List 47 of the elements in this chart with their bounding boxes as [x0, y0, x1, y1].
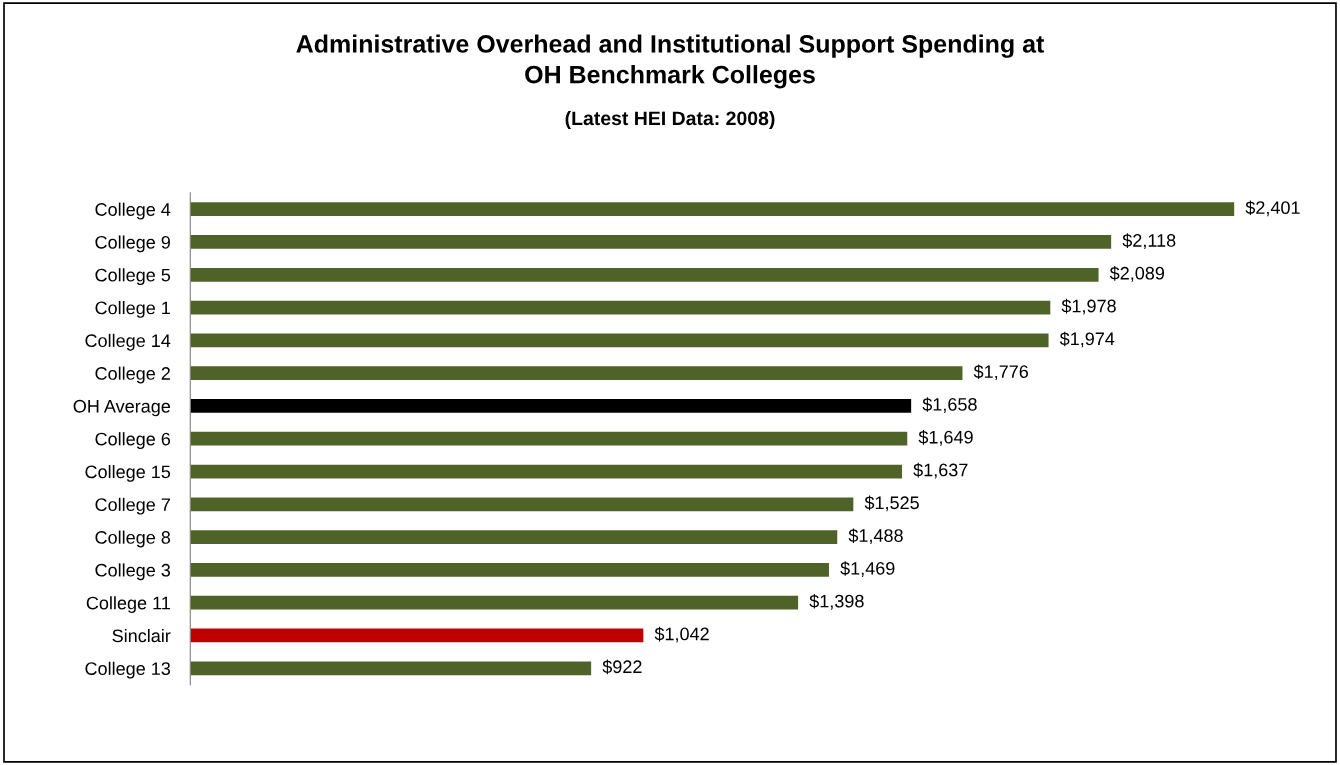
- data-label: $1,042: [654, 626, 709, 643]
- bar: [190, 333, 1049, 348]
- chart-subtitle: (Latest HEI Data: 2008): [565, 110, 775, 130]
- bar: [190, 202, 1235, 217]
- bar: [190, 235, 1112, 249]
- data-label: $1,525: [864, 495, 919, 512]
- data-label: $1,637: [913, 462, 968, 479]
- y-tick-label: Sinclair: [112, 628, 171, 643]
- chart-title: Administrative Overhead and Institutional Support Spending at OH Benchmark Colleges: [296, 34, 1045, 89]
- y-tick-label: College 6: [95, 432, 171, 450]
- data-label: $1,776: [973, 364, 1028, 381]
- y-tick-label: College 5: [95, 268, 171, 286]
- bar: [190, 267, 1099, 282]
- data-label: $1,974: [1059, 331, 1115, 348]
- y-tick-label: College 1: [95, 301, 170, 318]
- data-label: $1,398: [809, 593, 864, 610]
- y-tick-label: College 3: [95, 563, 171, 581]
- bar: [190, 399, 912, 413]
- bar: [190, 497, 854, 512]
- y-tick-label: College 11: [86, 596, 170, 613]
- data-label: $1,658: [922, 397, 977, 413]
- data-label: $922: [602, 659, 642, 675]
- y-tick-label: College 9: [95, 235, 170, 253]
- data-label: $1,978: [1061, 298, 1116, 315]
- data-label: $1,649: [918, 430, 973, 446]
- y-tick-label: College 7: [95, 497, 170, 515]
- y-tick-label: College 8: [95, 530, 171, 548]
- bar: [190, 595, 799, 610]
- y-tick-label: College 4: [95, 202, 171, 220]
- y-tick-label: College 15: [85, 464, 171, 482]
- bar: [190, 628, 644, 643]
- bar: [190, 431, 908, 446]
- data-label: $2,089: [1109, 266, 1165, 282]
- bar: [190, 661, 592, 676]
- bar: [190, 530, 838, 544]
- data-label: $2,118: [1122, 233, 1176, 249]
- data-label: $1,469: [840, 561, 895, 577]
- y-tick-label: OH Average: [73, 399, 171, 417]
- y-tick-label: College 13: [85, 661, 171, 679]
- bar: [190, 366, 963, 381]
- bar: [190, 464, 903, 479]
- bar: [190, 563, 829, 577]
- y-tick-label: College 2: [95, 366, 170, 384]
- data-label: $2,401: [1245, 200, 1300, 217]
- data-label: $1,488: [848, 528, 903, 545]
- bar: [190, 300, 1051, 315]
- y-tick-label: College 14: [85, 333, 171, 351]
